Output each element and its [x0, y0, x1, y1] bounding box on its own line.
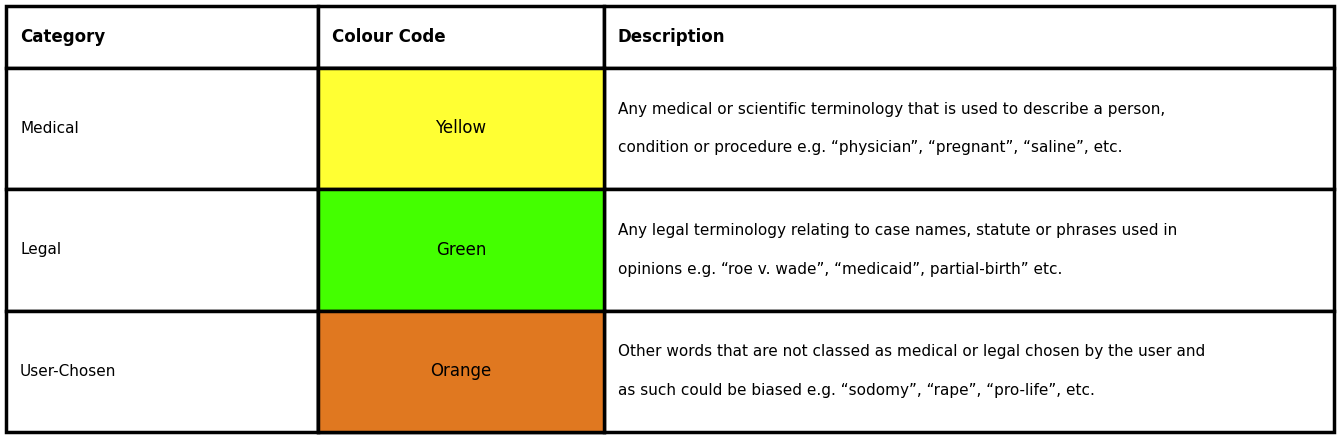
- Text: Other words that are not classed as medical or legal chosen by the user and: Other words that are not classed as medi…: [618, 344, 1205, 359]
- Text: Any legal terminology relating to case names, statute or phrases used in: Any legal terminology relating to case n…: [618, 223, 1177, 238]
- Text: Medical: Medical: [20, 121, 79, 136]
- Bar: [318, 311, 603, 432]
- Text: User-Chosen: User-Chosen: [20, 364, 117, 379]
- Text: opinions e.g. “roe v. wade”, “medicaid”, partial-birth” etc.: opinions e.g. “roe v. wade”, “medicaid”,…: [618, 262, 1063, 277]
- Text: Category: Category: [20, 28, 106, 46]
- Bar: [5, 68, 318, 189]
- Text: condition or procedure e.g. “physician”, “pregnant”, “saline”, etc.: condition or procedure e.g. “physician”,…: [618, 141, 1122, 155]
- Bar: [318, 311, 603, 432]
- Text: Description: Description: [618, 28, 725, 46]
- Bar: [5, 189, 318, 311]
- Text: Green: Green: [436, 241, 486, 259]
- Text: Orange: Orange: [430, 362, 492, 380]
- Bar: [5, 6, 318, 68]
- Bar: [318, 189, 603, 311]
- Bar: [318, 189, 603, 311]
- Bar: [603, 68, 1335, 189]
- Text: Yellow: Yellow: [436, 120, 486, 138]
- Bar: [318, 68, 603, 189]
- Text: Legal: Legal: [20, 242, 62, 258]
- Bar: [318, 6, 603, 68]
- Bar: [603, 311, 1335, 432]
- Bar: [603, 6, 1335, 68]
- Bar: [318, 68, 603, 189]
- Text: as such could be biased e.g. “sodomy”, “rape”, “pro-life”, etc.: as such could be biased e.g. “sodomy”, “…: [618, 383, 1095, 398]
- Bar: [603, 189, 1335, 311]
- Bar: [5, 311, 318, 432]
- Text: Colour Code: Colour Code: [332, 28, 446, 46]
- Text: Any medical or scientific terminology that is used to describe a person,: Any medical or scientific terminology th…: [618, 102, 1164, 117]
